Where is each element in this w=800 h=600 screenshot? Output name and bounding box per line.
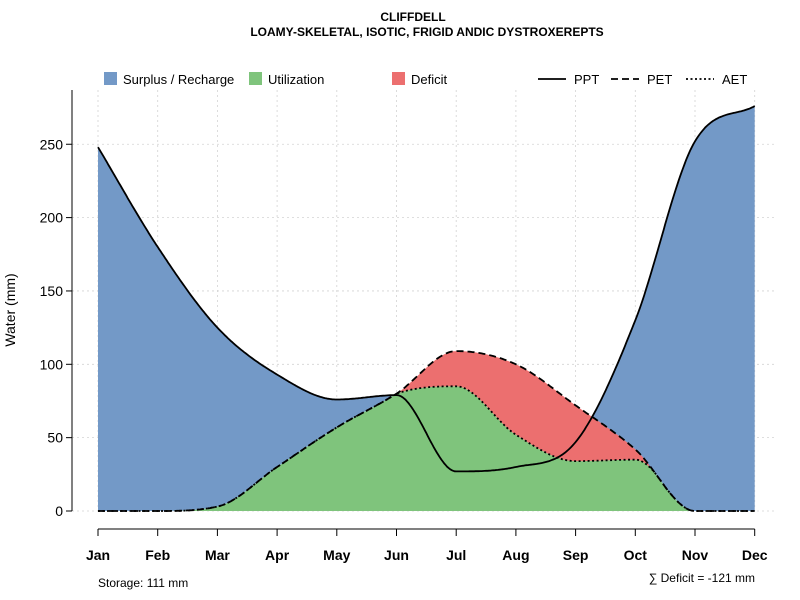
legend-label: PET — [647, 72, 672, 87]
y-tick-label: 150 — [40, 283, 64, 299]
x-tick-label: Aug — [502, 547, 529, 563]
legend-swatch — [104, 72, 117, 85]
series-lines — [97, 105, 756, 512]
x-tick-label: May — [323, 547, 350, 563]
legend-label: PPT — [574, 72, 599, 87]
y-tick-label: 0 — [55, 503, 63, 519]
series-line-aet — [98, 385, 755, 512]
y-tick-label: 50 — [47, 430, 63, 446]
x-tick-label: Jan — [86, 547, 110, 563]
legend-swatch — [249, 72, 262, 85]
legend-label: Surplus / Recharge — [123, 72, 234, 87]
utilization-area — [98, 386, 755, 511]
chart-title: CLIFFDELL — [380, 10, 445, 24]
legend-label: AET — [722, 72, 747, 87]
series-line-pet — [98, 350, 755, 512]
deficit-area — [98, 351, 755, 511]
x-tick-label: Sep — [563, 547, 589, 563]
x-tick-label: Apr — [265, 547, 290, 563]
legend-label: Deficit — [411, 72, 448, 87]
x-tick-label: Jul — [446, 547, 466, 563]
legend-label: Utilization — [268, 72, 324, 87]
x-tick-label: Feb — [145, 547, 170, 563]
legend-swatch — [392, 72, 405, 85]
x-tick-label: Nov — [682, 547, 709, 563]
y-axis-label: Water (mm) — [2, 273, 18, 346]
series-line-ppt — [97, 105, 756, 473]
y-tick-label: 250 — [40, 136, 64, 152]
areas — [98, 106, 755, 511]
legend: Surplus / Recharge Utilization Deficit PPT P… — [104, 72, 747, 87]
x-tick-label: Dec — [742, 547, 768, 563]
y-tick-label: 100 — [40, 356, 64, 372]
x-tick-label: Mar — [205, 547, 230, 563]
deficit-annotation: ∑ Deficit = -121 mm — [649, 571, 755, 585]
storage-annotation: Storage: 111 mm — [98, 576, 188, 590]
chart-subtitle: LOAMY-SKELETAL, ISOTIC, FRIGID ANDIC DYS… — [250, 25, 603, 39]
axes: 0 50 100 150 200 250 Jan Feb Mar Apr May Jun Jul Aug S… — [40, 90, 768, 563]
x-tick-label: Oct — [624, 547, 648, 563]
surplus-recharge-area — [98, 106, 755, 511]
y-tick-label: 200 — [40, 210, 64, 226]
x-tick-label: Jun — [384, 547, 409, 563]
